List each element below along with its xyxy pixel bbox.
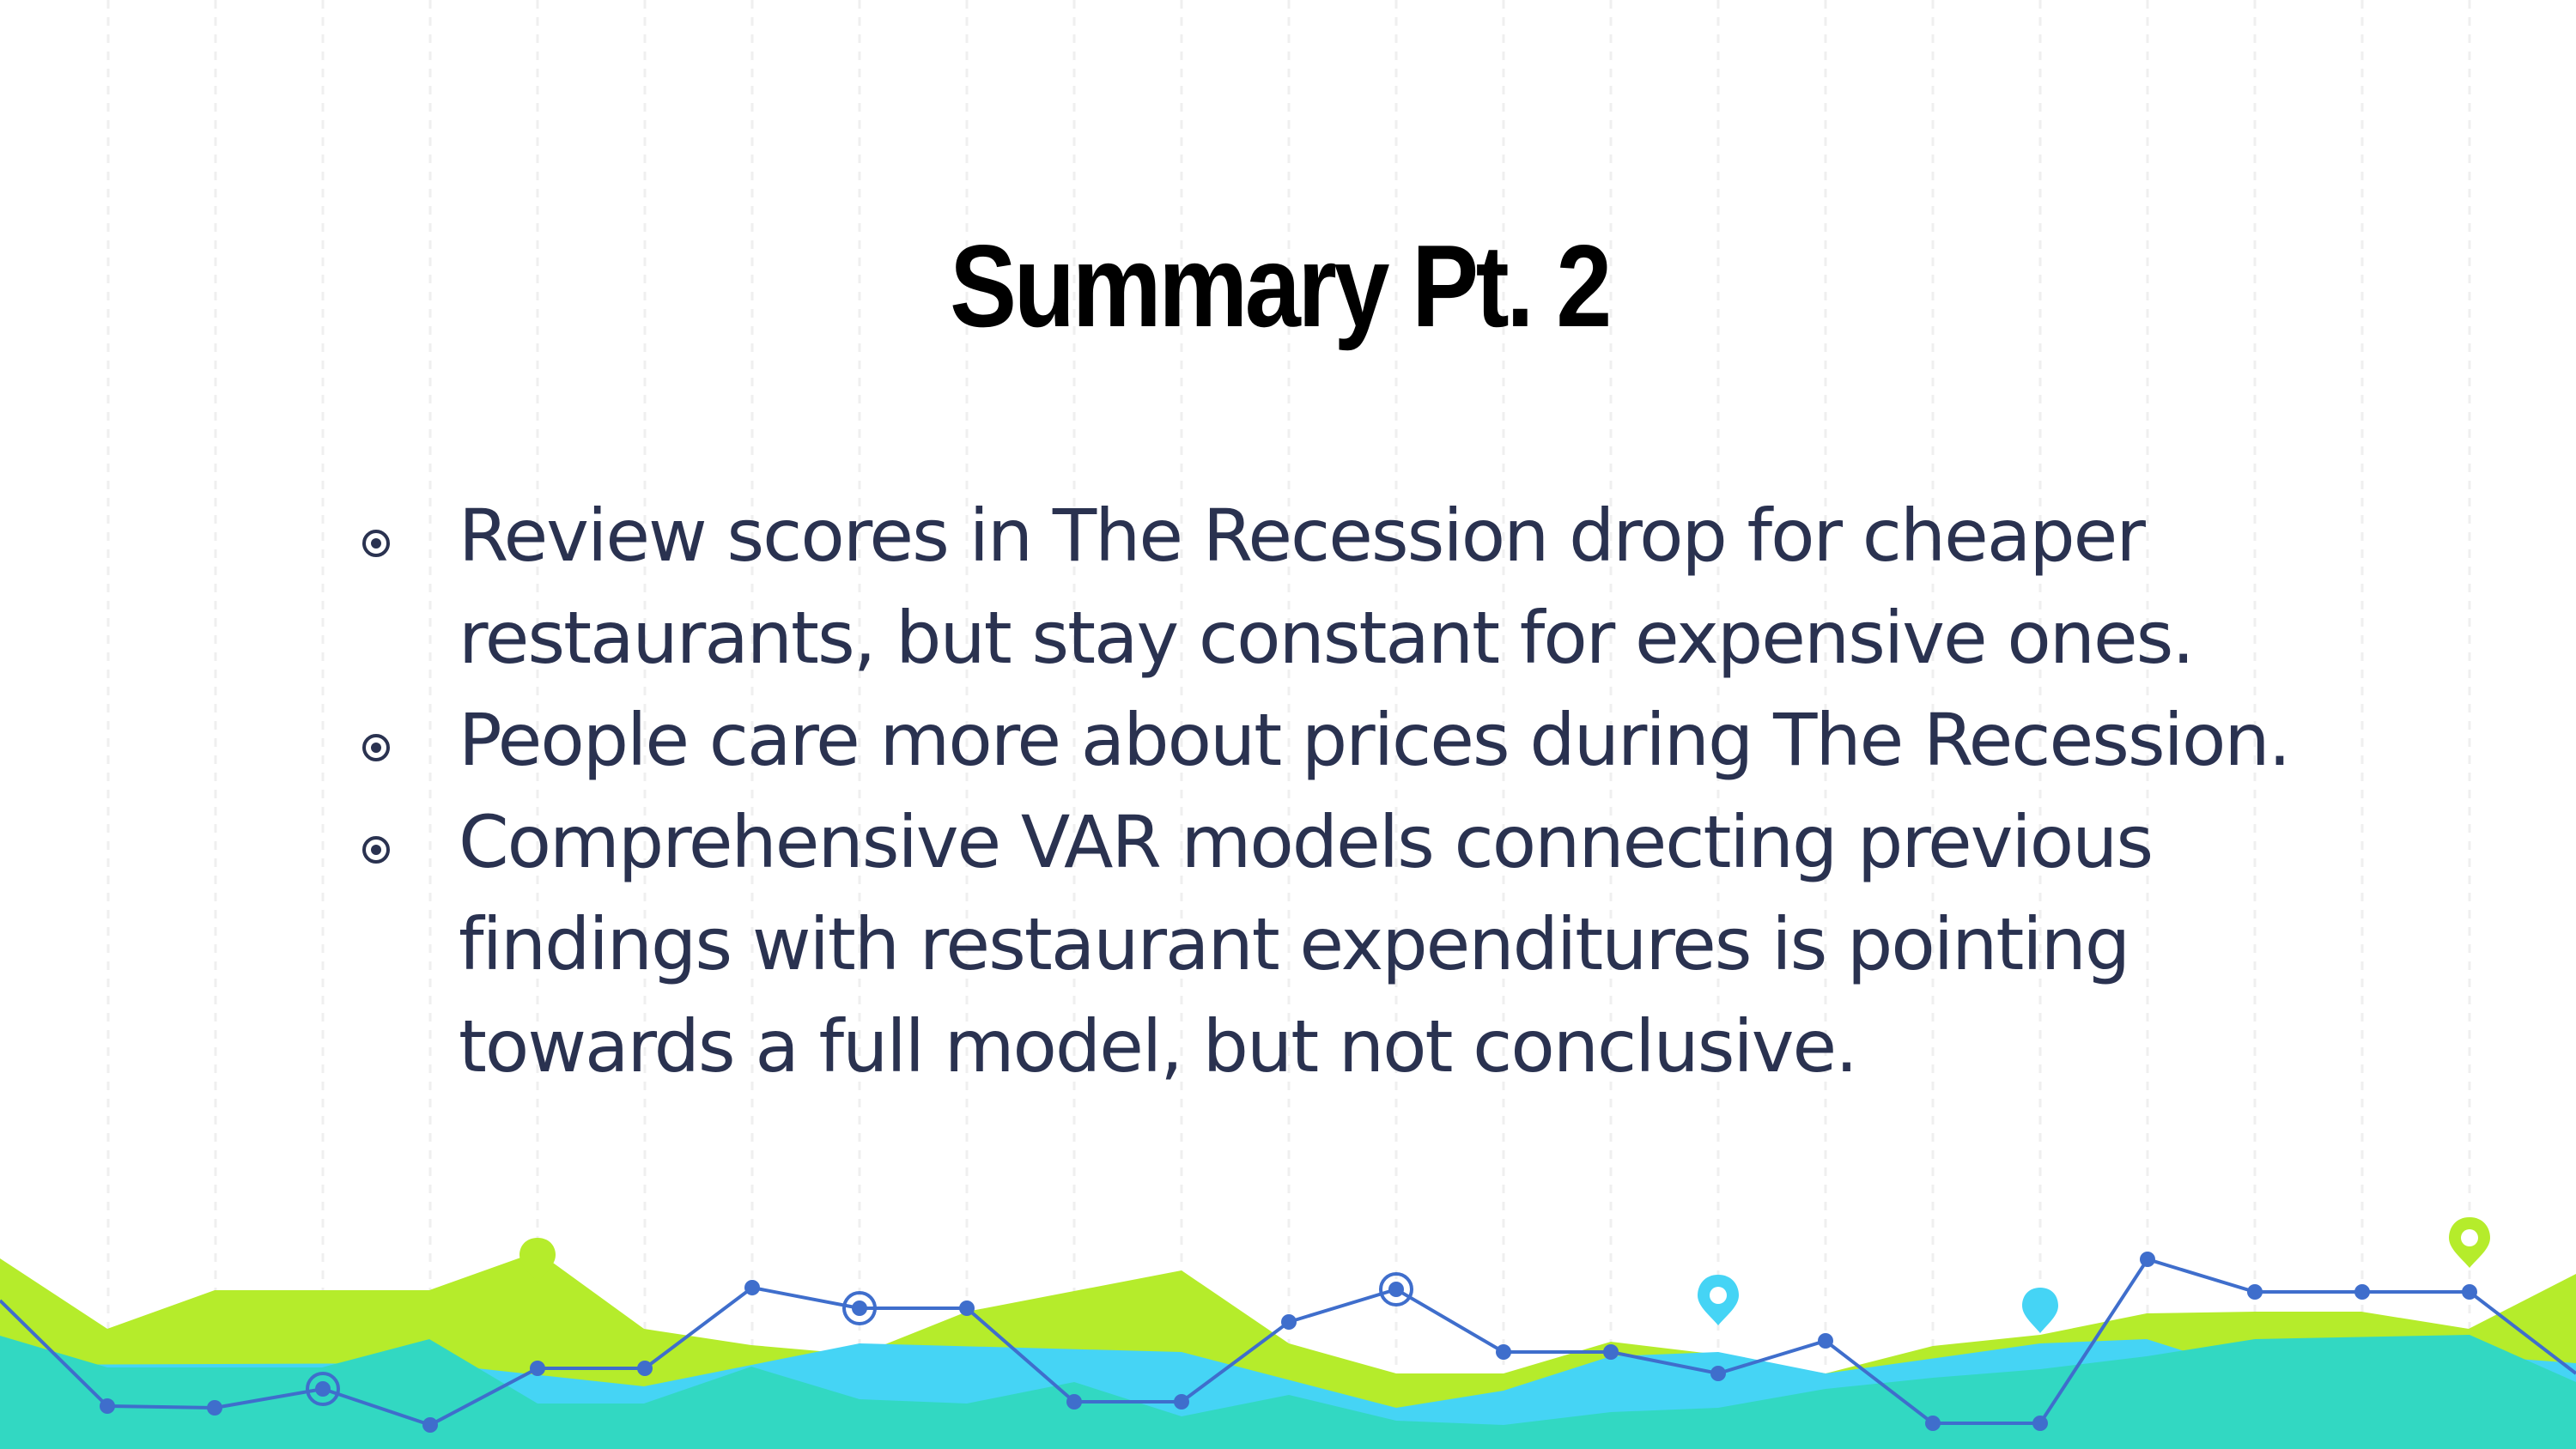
bullet-item: People care more about prices during The… (352, 689, 2293, 791)
bullet-item: Review scores in The Recession drop for … (352, 485, 2293, 689)
bullet-list: Review scores in The Recession drop for … (352, 485, 2293, 1098)
target-circle-icon (362, 734, 390, 761)
slide-title: Summary Pt. 2 (950, 221, 1612, 351)
bullet-item: Comprehensive VAR models connecting prev… (352, 791, 2293, 1098)
bullet-text: People care more about prices during The… (459, 698, 2291, 782)
decorative-chart-footer (0, 1217, 2576, 1449)
target-circle-icon (362, 836, 390, 864)
target-circle-icon (362, 530, 390, 557)
map-pin-icon (2449, 1217, 2490, 1268)
map-pin-icon (1698, 1275, 1739, 1325)
map-pin-icon (519, 1238, 556, 1282)
map-pin-icon (2022, 1288, 2058, 1333)
bullet-text: Comprehensive VAR models connecting prev… (459, 800, 2154, 1088)
bullet-text: Review scores in The Recession drop for … (459, 494, 2195, 680)
